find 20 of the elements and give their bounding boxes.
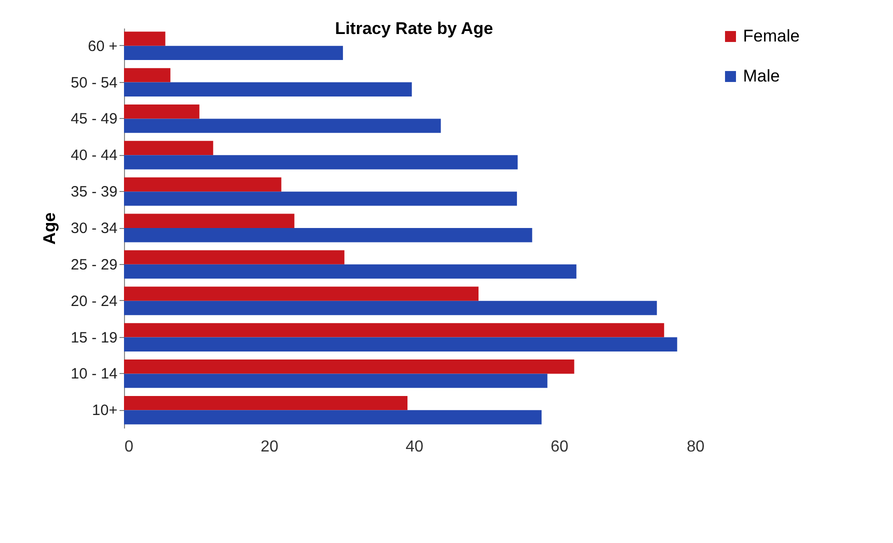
y-tick-label: 35 - 39 — [70, 184, 118, 201]
x-tick-label: 40 — [406, 438, 424, 456]
x-tick-label: 60 — [550, 438, 568, 456]
y-tick-label: 40 - 44 — [70, 147, 118, 164]
legend-label: Male — [743, 66, 780, 86]
y-tick-label: 15 - 19 — [70, 329, 118, 346]
y-tick-label: 20 - 24 — [70, 292, 118, 310]
y-tick-label: 50 - 54 — [70, 74, 118, 92]
y-tick-label: 25 - 29 — [70, 256, 118, 274]
x-tick-label: 80 — [686, 438, 705, 456]
y-tick-label: 45 - 49 — [70, 110, 118, 128]
y-axis-title: Age — [40, 212, 59, 245]
y-tick-label: 30 - 34 — [70, 220, 118, 237]
y-tick-label: 10+ — [92, 402, 118, 420]
y-tick-label: 60 + — [88, 38, 118, 55]
y-tick-label: 10 - 14 — [70, 366, 118, 383]
legend-label: Female — [743, 26, 800, 46]
x-tick-label: 0 — [124, 438, 134, 456]
x-tick-label: 20 — [260, 438, 278, 456]
chart-title: Litracy Rate by Age — [334, 19, 494, 38]
